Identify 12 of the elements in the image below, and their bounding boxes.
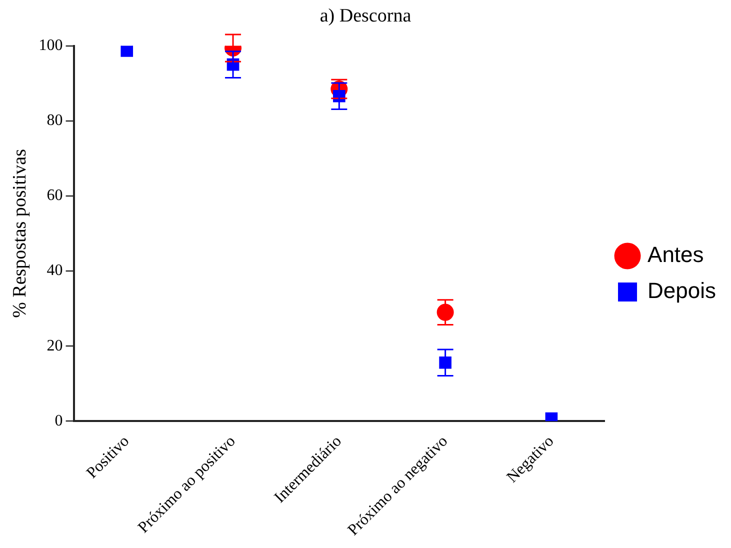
legend-label: Antes [648,242,704,268]
point [439,356,452,369]
y-tick-label: 80 [46,112,63,130]
y-tick-label: 20 [46,337,63,354]
legend-label: Depois [648,278,716,304]
chart-title: a) Descorna [320,5,412,26]
y-tick-label: 40 [46,262,63,280]
y-tick-label: 0 [54,412,63,430]
y-axis-title: % Respostas positivas [9,149,30,318]
point [120,46,134,57]
y-tick-label: 100 [38,37,63,54]
y-tick-label: 60 [46,187,63,204]
